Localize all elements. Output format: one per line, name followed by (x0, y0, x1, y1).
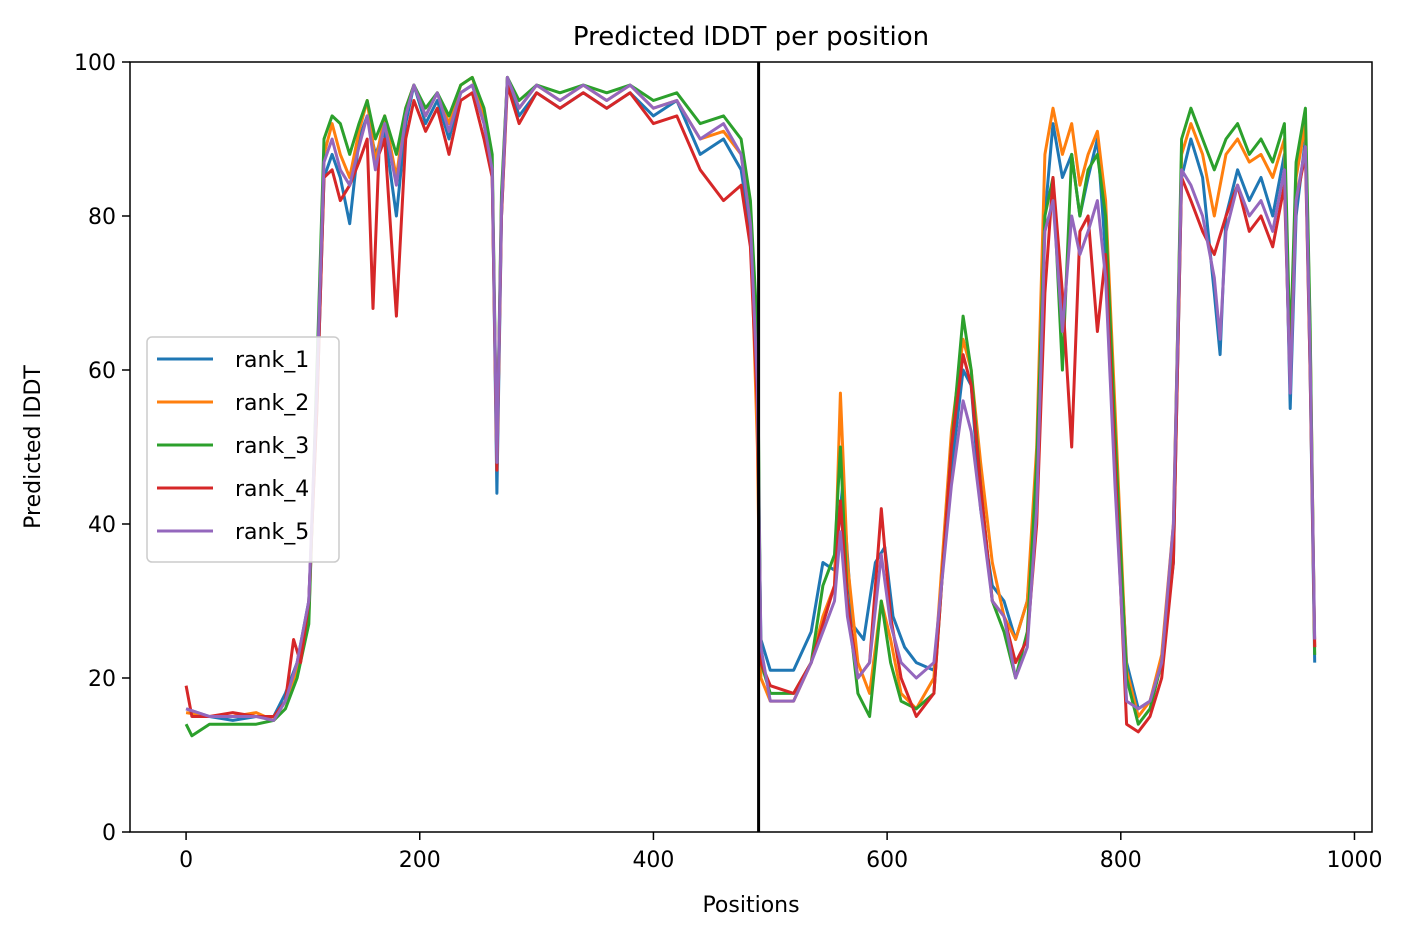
x-tick-label: 1000 (1326, 848, 1382, 873)
legend-label-rank_4: rank_4 (235, 477, 309, 502)
legend-label-rank_1: rank_1 (235, 348, 309, 373)
x-tick-label: 0 (179, 848, 193, 873)
x-axis-ticks: 0 200 400 600 800 1000 (179, 832, 1382, 873)
y-tick-label: 80 (88, 205, 116, 230)
y-tick-label: 0 (102, 821, 116, 846)
x-tick-label: 800 (1100, 848, 1142, 873)
y-axis-label: Predicted lDDT (21, 365, 46, 529)
chart-title: Predicted lDDT per position (573, 22, 929, 52)
x-tick-label: 400 (632, 848, 674, 873)
legend-box (146, 336, 340, 563)
y-tick-label: 60 (88, 359, 116, 384)
series-line-rank_5 (185, 75, 1317, 722)
x-tick-label: 600 (866, 848, 908, 873)
series-lines (184, 75, 1317, 738)
y-tick-label: 20 (88, 667, 116, 692)
y-tick-label: 40 (88, 513, 116, 538)
legend: rank_1 rank_2 rank_3 rank_4 rank_5 (146, 336, 340, 563)
legend-label-rank_3: rank_3 (235, 434, 309, 459)
axes-frame (129, 61, 1373, 833)
legend-label-rank_5: rank_5 (235, 520, 309, 545)
x-tick-label: 200 (399, 848, 441, 873)
y-axis-ticks: 0 20 40 60 80 100 (74, 51, 130, 846)
plot-area (129, 61, 1373, 833)
legend-label-rank_2: rank_2 (235, 391, 309, 416)
y-tick-label: 100 (74, 51, 116, 76)
x-axis-label: Positions (702, 893, 799, 918)
